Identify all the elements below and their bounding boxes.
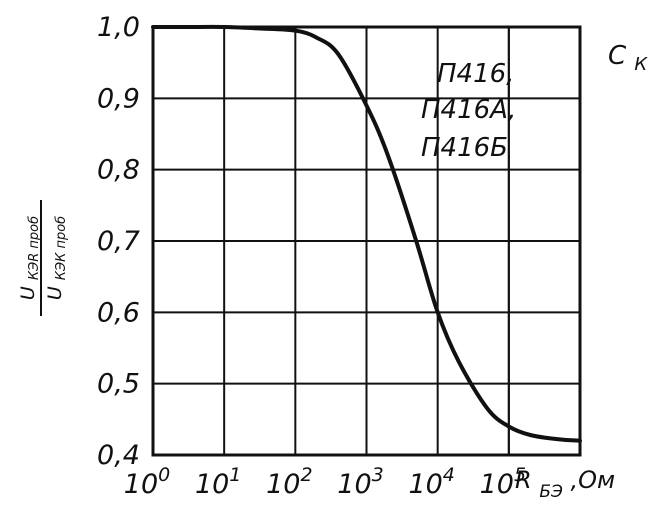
x-tick-exp-5: 5 [514,464,526,486]
y-label-denominator: U КЭК проб [44,216,69,300]
x-tick-base-4: 10 [408,469,442,500]
y-tick-label-5: 0,5 [97,369,140,400]
y-label-numerator: U КЭR проб [17,216,42,300]
y-tick-label-1: 0,9 [97,83,140,114]
plot-border [151,25,582,457]
x-tick-labels: 100 101 102 103 104 105 [124,464,526,500]
x-tick-base-2: 10 [266,469,300,500]
x-tick-exp-4: 4 [443,464,455,486]
corner-text: С К [608,41,648,75]
y-tick-label-6: 0,4 [97,440,140,471]
x-axis-label: R БЭ ,Ом [515,466,615,503]
y-label-denominator-main: U [44,286,66,300]
x-tick-label-1: 101 [195,464,241,500]
y-tick-labels: 1,0 0,9 0,8 0,7 0,6 0,5 0,4 [97,12,140,471]
y-tick-label-3: 0,7 [97,226,140,257]
x-tick-exp-0: 0 [158,464,170,486]
x-tick-base-3: 10 [337,469,371,500]
x-axis-label-sub: БЭ [539,482,563,502]
corner-text-sub: К [634,54,648,75]
plot-frame [151,25,582,457]
x-tick-label-0: 100 [124,464,170,500]
x-tick-base-1: 10 [195,469,229,500]
annotation-line-2: П416А, [421,95,516,125]
x-tick-label-5: 105 [480,464,526,500]
y-tick-label-4: 0,6 [97,297,140,328]
annotation-line-1: П416, [437,59,514,89]
x-tick-label-4: 104 [408,464,454,500]
x-tick-exp-2: 2 [300,464,312,486]
x-tick-label-2: 102 [266,464,312,500]
x-tick-exp-3: 3 [372,464,384,486]
y-tick-label-0: 1,0 [97,12,140,43]
series-line-0 [151,24,582,443]
x-tick-label-3: 103 [337,464,383,500]
device-annotation: П416, П416А, П416Б [421,59,516,163]
x-tick-exp-1: 1 [229,464,241,486]
y-tick-label-2: 0,8 [97,155,140,186]
y-label-denominator-sub: КЭК проб [54,216,69,280]
x-tick-base-5: 10 [480,469,514,500]
y-label-numerator-main: U [17,286,39,300]
x-axis-label-unit: ,Ом [571,466,616,494]
grid-lines [152,26,580,456]
y-axis-label: U КЭR проб U КЭК проб [17,200,69,316]
corner-text-main: С [608,41,627,71]
y-label-numerator-sub: КЭR проб [27,216,42,280]
x-tick-base-0: 10 [124,469,158,500]
series-group [151,24,582,443]
x-axis-label-main: R [515,466,532,494]
annotation-line-3: П416Б [421,133,508,163]
